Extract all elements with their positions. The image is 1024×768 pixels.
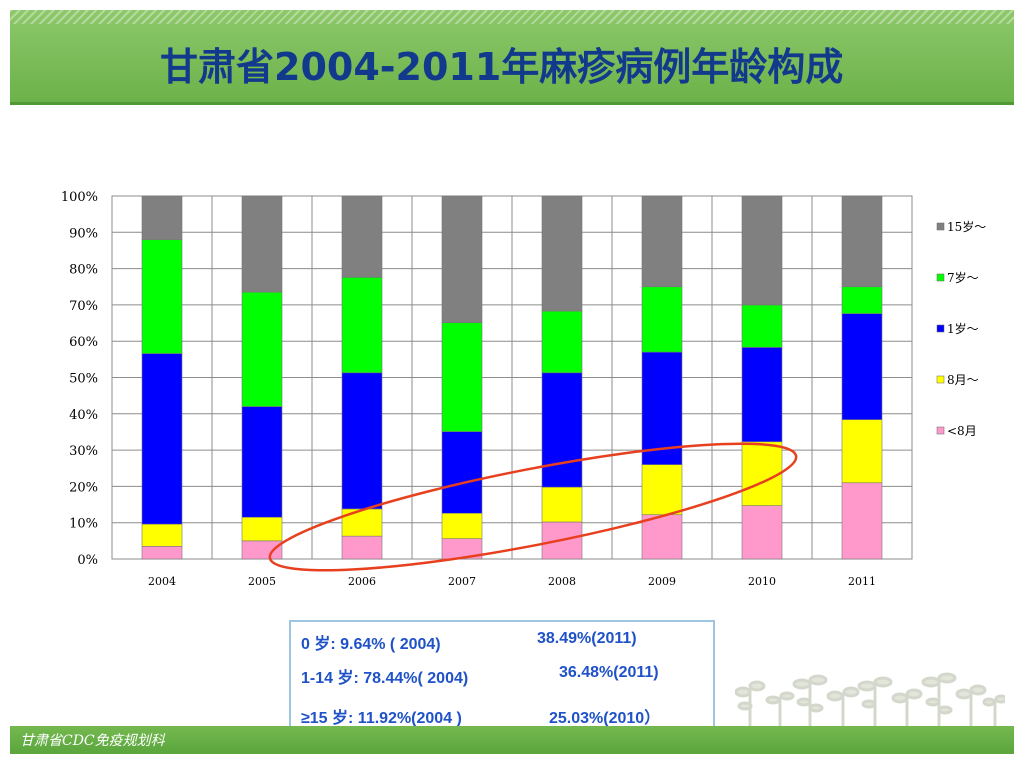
bar-segment <box>441 322 483 432</box>
y-tick-label: 80% <box>69 263 98 278</box>
bar-segment <box>141 353 183 525</box>
bar-segment <box>841 286 883 314</box>
bar-segment <box>341 277 383 374</box>
summary-age1-14-2004: 1-14 岁: 78.44%( 2004) <box>301 670 469 687</box>
stacked-bar-chart: 0% 10% 20% 30% 40% 50% 60% 70% 80% 90% 100% 2004 200… <box>61 190 986 588</box>
summary-line-age1-14: 1-14 岁: 78.44%( 2004) 36.48%(2011) <box>301 664 659 688</box>
bar-segment <box>341 372 383 510</box>
x-tick-label: 2007 <box>448 575 476 588</box>
bar-segment <box>841 482 883 560</box>
bar-segment <box>241 406 283 518</box>
bar-segment <box>741 195 783 306</box>
plot-area: 0% 10% 20% 30% 40% 50% 60% 70% 80% 90% 100% 2004 200… <box>61 190 913 588</box>
y-tick-label: 40% <box>69 408 98 423</box>
plant-sprouts-icon <box>735 672 1005 728</box>
x-tick-label: 2009 <box>648 575 676 588</box>
bar-segment <box>341 508 383 537</box>
y-tick-label: 10% <box>69 517 98 532</box>
x-tick-label: 2006 <box>348 575 376 588</box>
y-tick-label: 100% <box>61 190 98 205</box>
y-tick-label: 50% <box>69 372 98 387</box>
x-tick-label: 2005 <box>248 575 276 588</box>
bar-segment <box>741 347 783 443</box>
summary-age0-2004: 0 岁: 9.64% ( 2004) <box>301 636 441 653</box>
bar-segment <box>841 313 883 420</box>
bar-segment <box>641 286 683 353</box>
x-tick-label: 2004 <box>148 575 176 588</box>
legend-swatch <box>936 324 945 333</box>
bar-segment <box>541 372 583 488</box>
summary-age15plus-2010: 25.03%(2010） <box>549 710 661 727</box>
bar-segment <box>141 545 183 560</box>
summary-line-age0: 0 岁: 9.64% ( 2004) 38.49%(2011) <box>301 630 637 654</box>
legend-label: 1岁～ <box>947 321 979 336</box>
bar-segment <box>241 291 283 407</box>
legend-label: <8月 <box>947 424 977 438</box>
bar-segment <box>241 540 283 560</box>
y-tick-label: 60% <box>69 335 98 350</box>
bar-segment <box>441 195 483 323</box>
x-tick-label: 2010 <box>748 575 776 588</box>
title-band-rule <box>10 102 1014 105</box>
y-tick-label: 0% <box>77 553 98 568</box>
legend-swatch <box>936 222 945 231</box>
footer-band <box>10 726 1014 754</box>
bar-segment <box>541 486 583 523</box>
bar-segment <box>141 523 183 547</box>
bar-segment <box>841 419 883 484</box>
bar-segment <box>741 304 783 348</box>
bar-segment <box>641 195 683 288</box>
legend-label: 8月～ <box>947 373 979 387</box>
bar-segment <box>741 441 783 506</box>
slide-title: 甘肃省2004-2011年麻疹病例年龄构成 <box>160 45 844 89</box>
bar-segment <box>241 195 283 293</box>
y-tick-label: 30% <box>69 444 98 459</box>
bar-segment <box>341 535 383 560</box>
bar-segment <box>641 464 683 516</box>
y-tick-label: 90% <box>69 226 98 241</box>
legend-swatch <box>936 426 945 435</box>
x-tick-label: 2008 <box>548 575 576 588</box>
summary-box: 0 岁: 9.64% ( 2004) 38.49%(2011) 1-14 岁: … <box>289 620 715 732</box>
y-tick-label: 20% <box>69 480 98 495</box>
bar-segment <box>841 195 883 288</box>
summary-age1-14-2011: 36.48%(2011) <box>559 664 659 681</box>
legend-swatch <box>936 273 945 282</box>
bar-segment <box>541 310 583 374</box>
bar-segment <box>141 195 183 240</box>
legend-label: 15岁～ <box>947 219 986 234</box>
bar-segment <box>741 505 783 560</box>
bar-segment <box>641 351 683 465</box>
bar-segment <box>341 195 383 278</box>
chart-legend: 15岁～ 7岁～ 1岁～ 8月～ <8月 <box>936 219 986 438</box>
title-band-stripes <box>10 10 1014 24</box>
legend-label: 7岁～ <box>947 270 979 285</box>
legend-swatch <box>936 375 945 384</box>
summary-line-age15plus: ≥15 岁: 11.92%(2004 ) 25.03%(2010） <box>301 704 660 728</box>
bar-segment <box>641 514 683 560</box>
footer-text: 甘肃省CDC免疫规划科 <box>20 733 165 749</box>
summary-age0-2011: 38.49%(2011) <box>537 630 637 647</box>
summary-age15plus-2004: ≥15 岁: 11.92%(2004 ) <box>301 710 462 727</box>
bar-segment <box>441 512 483 539</box>
bar-segment <box>441 431 483 514</box>
bar-segment <box>141 239 183 354</box>
x-tick-label: 2011 <box>848 575 876 588</box>
bar-segment <box>541 195 583 312</box>
highlight-ellipse <box>268 442 798 572</box>
title-band <box>10 10 1014 102</box>
y-tick-label: 70% <box>69 299 98 314</box>
bar-segment <box>241 516 283 542</box>
